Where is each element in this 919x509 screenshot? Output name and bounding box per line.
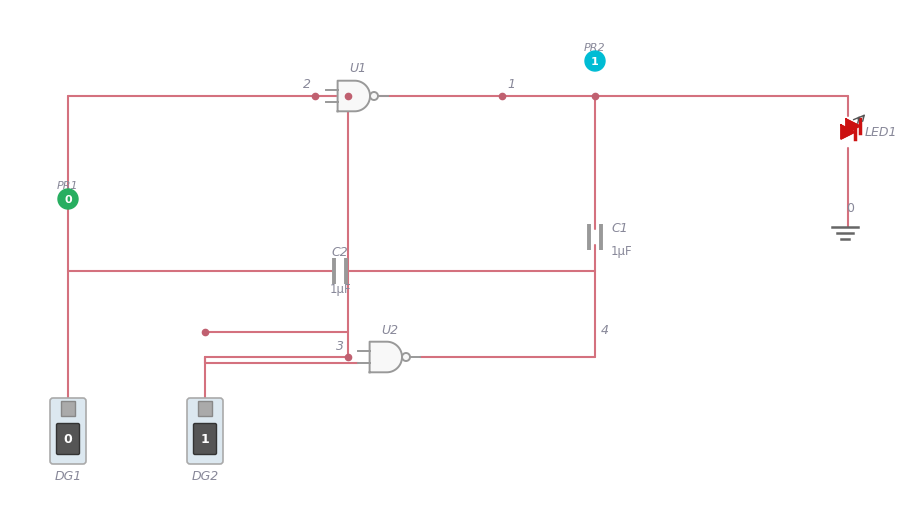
Text: 1μF: 1μF: [611, 245, 632, 258]
Text: 4: 4: [601, 323, 609, 336]
Text: 2: 2: [303, 78, 311, 91]
FancyBboxPatch shape: [61, 401, 75, 416]
Circle shape: [58, 190, 78, 210]
Circle shape: [402, 353, 410, 361]
Text: DG1: DG1: [54, 470, 82, 483]
FancyBboxPatch shape: [187, 398, 223, 464]
Circle shape: [370, 93, 378, 101]
FancyBboxPatch shape: [198, 401, 212, 416]
Text: 1: 1: [507, 78, 515, 91]
FancyBboxPatch shape: [50, 398, 86, 464]
Text: 1: 1: [591, 57, 599, 67]
Text: C1: C1: [611, 221, 628, 234]
Text: C2: C2: [332, 245, 348, 258]
Polygon shape: [841, 126, 855, 140]
Text: U2: U2: [381, 323, 399, 336]
Text: PR2: PR2: [584, 43, 606, 53]
Polygon shape: [846, 120, 860, 134]
Text: 1: 1: [200, 433, 210, 445]
Text: 1μF: 1μF: [329, 283, 351, 296]
Text: 3: 3: [336, 339, 344, 352]
Text: PR1: PR1: [57, 181, 79, 191]
Text: 0: 0: [64, 194, 72, 205]
Polygon shape: [369, 342, 402, 373]
Text: 0: 0: [846, 201, 854, 214]
FancyBboxPatch shape: [194, 423, 217, 455]
Text: U1: U1: [349, 63, 367, 75]
FancyBboxPatch shape: [56, 423, 80, 455]
Text: 0: 0: [63, 433, 73, 445]
Text: LED1: LED1: [865, 126, 898, 139]
Polygon shape: [337, 81, 370, 112]
Text: DG2: DG2: [191, 470, 219, 483]
Circle shape: [585, 52, 605, 72]
